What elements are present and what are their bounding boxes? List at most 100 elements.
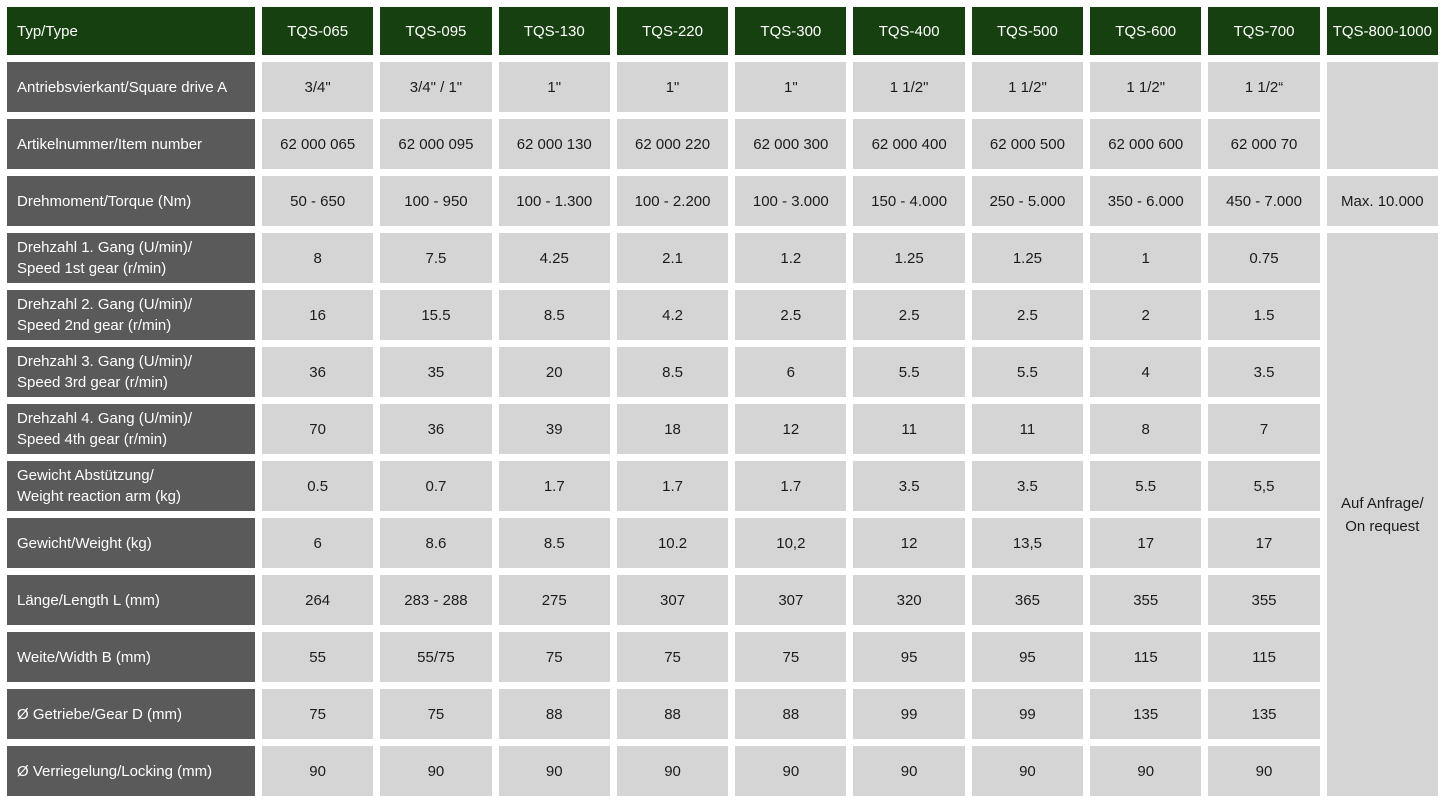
column-header-tqs-800-1000: TQS-800-1000 xyxy=(1326,7,1438,55)
value-cell-weight-reaction-arm-tqs-400: 3.5 xyxy=(853,461,965,511)
value-cell-speed-2nd-gear-tqs-065: 16 xyxy=(262,290,374,340)
table-row-locking-diameter: Ø Verriegelung/Locking (mm) 90 90 90 90 90 90 9… xyxy=(7,746,1438,796)
row-label-speed-3rd-gear: Drehzahl 3. Gang (U/min)/ Speed 3rd gear … xyxy=(7,347,255,397)
table-row-speed-2nd-gear: Drehzahl 2. Gang (U/min)/ Speed 2nd gear … xyxy=(7,290,1438,340)
value-cell-speed-2nd-gear-tqs-600: 2 xyxy=(1090,290,1202,340)
row-label-line: Antriebsvierkant/Square drive A xyxy=(17,78,228,96)
value-cell-speed-1st-gear-tqs-400: 1.25 xyxy=(853,233,965,283)
value-cell-speed-3rd-gear-tqs-400: 5.5 xyxy=(853,347,965,397)
column-header-tqs-500: TQS-500 xyxy=(971,7,1084,55)
value-cell-speed-2nd-gear-tqs-400: 2.5 xyxy=(853,290,965,340)
value-cell-speed-4th-gear-tqs-220: 18 xyxy=(616,404,729,454)
value-cell-weight-tqs-300: 10,2 xyxy=(735,518,847,568)
value-cell-item-number-tqs-130: 62 000 130 xyxy=(498,119,610,169)
value-cell-locking-diameter-tqs-130: 90 xyxy=(498,746,610,796)
row-label-line: Länge/Length L (mm) xyxy=(17,591,160,609)
row-label-line: Speed 2nd gear (r/min) xyxy=(17,317,172,334)
value-cell-item-number-tqs-500: 62 000 500 xyxy=(971,119,1084,169)
value-cell-speed-2nd-gear-tqs-500: 2.5 xyxy=(971,290,1084,340)
value-cell-width-tqs-065: 55 xyxy=(262,632,374,682)
value-cell-weight-tqs-220: 10.2 xyxy=(616,518,729,568)
value-cell-item-number-tqs-600: 62 000 600 xyxy=(1090,119,1202,169)
value-cell-item-number-tqs-095: 62 000 095 xyxy=(380,119,492,169)
value-cell-length-tqs-095: 283 - 288 xyxy=(380,575,492,625)
value-cell-weight-tqs-130: 8.5 xyxy=(498,518,610,568)
value-cell-weight-tqs-700: 17 xyxy=(1208,518,1320,568)
value-cell-width-tqs-700: 115 xyxy=(1208,632,1320,682)
value-cell-square-drive-tqs-400: 1 1/2" xyxy=(853,62,965,112)
column-header-tqs-300: TQS-300 xyxy=(735,7,847,55)
value-cell-weight-reaction-arm-tqs-095: 0.7 xyxy=(380,461,492,511)
row-label-torque: Drehmoment/Torque (Nm) xyxy=(7,176,255,226)
row-label-width: Weite/Width B (mm) xyxy=(7,632,255,682)
value-cell-length-tqs-300: 307 xyxy=(735,575,847,625)
value-cell-speed-3rd-gear-tqs-130: 20 xyxy=(498,347,610,397)
value-cell-speed-3rd-gear-tqs-500: 5.5 xyxy=(971,347,1084,397)
value-cell-weight-reaction-arm-tqs-700: 5,5 xyxy=(1208,461,1320,511)
value-cell-width-tqs-220: 75 xyxy=(616,632,729,682)
value-cell-speed-1st-gear-tqs-095: 7.5 xyxy=(380,233,492,283)
value-cell-width-tqs-600: 115 xyxy=(1090,632,1202,682)
blank-cell-tqs-800-1000 xyxy=(1326,62,1438,169)
row-label-weight: Gewicht/Weight (kg) xyxy=(7,518,255,568)
value-cell-speed-4th-gear-tqs-500: 11 xyxy=(971,404,1084,454)
row-label-line: Weite/Width B (mm) xyxy=(17,648,151,666)
value-cell-square-drive-tqs-500: 1 1/2" xyxy=(971,62,1084,112)
value-cell-width-tqs-130: 75 xyxy=(498,632,610,682)
value-cell-length-tqs-065: 264 xyxy=(262,575,374,625)
value-cell-weight-reaction-arm-tqs-065: 0.5 xyxy=(262,461,374,511)
value-cell-locking-diameter-tqs-600: 90 xyxy=(1090,746,1202,796)
max-torque-cell-tqs-800-1000: Max. 10.000 xyxy=(1326,176,1438,226)
value-cell-width-tqs-400: 95 xyxy=(853,632,965,682)
value-cell-length-tqs-500: 365 xyxy=(971,575,1084,625)
value-cell-speed-1st-gear-tqs-220: 2.1 xyxy=(616,233,729,283)
value-cell-width-tqs-500: 95 xyxy=(971,632,1084,682)
value-cell-speed-4th-gear-tqs-095: 36 xyxy=(380,404,492,454)
value-cell-torque-tqs-095: 100 - 950 xyxy=(380,176,492,226)
row-label-line: Ø Getriebe/Gear D (mm) xyxy=(17,705,183,723)
value-cell-length-tqs-600: 355 xyxy=(1090,575,1202,625)
row-label-line: Drehmoment/Torque (Nm) xyxy=(17,192,192,210)
value-cell-torque-tqs-220: 100 - 2.200 xyxy=(616,176,729,226)
value-cell-speed-1st-gear-tqs-065: 8 xyxy=(262,233,374,283)
value-cell-item-number-tqs-220: 62 000 220 xyxy=(616,119,729,169)
column-header-tqs-400: TQS-400 xyxy=(853,7,965,55)
column-header-tqs-130: TQS-130 xyxy=(498,7,610,55)
row-label-line: Gewicht/Weight (kg) xyxy=(17,534,152,552)
value-cell-locking-diameter-tqs-500: 90 xyxy=(971,746,1084,796)
value-cell-weight-reaction-arm-tqs-300: 1.7 xyxy=(735,461,847,511)
value-cell-item-number-tqs-300: 62 000 300 xyxy=(735,119,847,169)
value-cell-speed-3rd-gear-tqs-220: 8.5 xyxy=(616,347,729,397)
value-cell-weight-tqs-600: 17 xyxy=(1090,518,1202,568)
value-cell-gear-diameter-tqs-300: 88 xyxy=(735,689,847,739)
value-cell-gear-diameter-tqs-095: 75 xyxy=(380,689,492,739)
row-label-locking-diameter: Ø Verriegelung/Locking (mm) xyxy=(7,746,255,796)
value-cell-locking-diameter-tqs-400: 90 xyxy=(853,746,965,796)
value-cell-gear-diameter-tqs-130: 88 xyxy=(498,689,610,739)
value-cell-locking-diameter-tqs-065: 90 xyxy=(262,746,374,796)
row-label-line: Ø Verriegelung/Locking (mm) xyxy=(17,762,213,780)
row-label-speed-2nd-gear: Drehzahl 2. Gang (U/min)/ Speed 2nd gear … xyxy=(7,290,255,340)
value-cell-gear-diameter-tqs-500: 99 xyxy=(971,689,1084,739)
value-cell-length-tqs-700: 355 xyxy=(1208,575,1320,625)
value-cell-weight-reaction-arm-tqs-130: 1.7 xyxy=(498,461,610,511)
value-cell-speed-1st-gear-tqs-500: 1.25 xyxy=(971,233,1084,283)
value-cell-speed-3rd-gear-tqs-065: 36 xyxy=(262,347,374,397)
value-cell-weight-reaction-arm-tqs-600: 5.5 xyxy=(1090,461,1202,511)
row-label-speed-1st-gear: Drehzahl 1. Gang (U/min)/ Speed 1st gear … xyxy=(7,233,255,283)
value-cell-speed-4th-gear-tqs-700: 7 xyxy=(1208,404,1320,454)
row-label-line: Drehzahl 4. Gang (U/min)/ xyxy=(17,410,193,427)
table-row-speed-4th-gear: Drehzahl 4. Gang (U/min)/ Speed 4th gear … xyxy=(7,404,1438,454)
value-cell-width-tqs-095: 55/75 xyxy=(380,632,492,682)
column-header-tqs-220: TQS-220 xyxy=(616,7,729,55)
row-label-length: Länge/Length L (mm) xyxy=(7,575,255,625)
column-header-tqs-065: TQS-065 xyxy=(262,7,374,55)
value-cell-speed-1st-gear-tqs-700: 0.75 xyxy=(1208,233,1320,283)
value-cell-torque-tqs-600: 350 - 6.000 xyxy=(1090,176,1202,226)
value-cell-square-drive-tqs-300: 1" xyxy=(735,62,847,112)
value-cell-speed-2nd-gear-tqs-095: 15.5 xyxy=(380,290,492,340)
row-label-line: Drehzahl 3. Gang (U/min)/ xyxy=(17,353,193,370)
table-row-weight: Gewicht/Weight (kg) 6 8.6 8.5 10.2 10,2 12 13,5… xyxy=(7,518,1438,568)
header-row: Typ/Type TQS-065 TQS-095 TQS-130 TQS-220 TQS… xyxy=(7,7,1438,55)
table-row-length: Länge/Length L (mm) 264 283 - 288 275 307 307… xyxy=(7,575,1438,625)
